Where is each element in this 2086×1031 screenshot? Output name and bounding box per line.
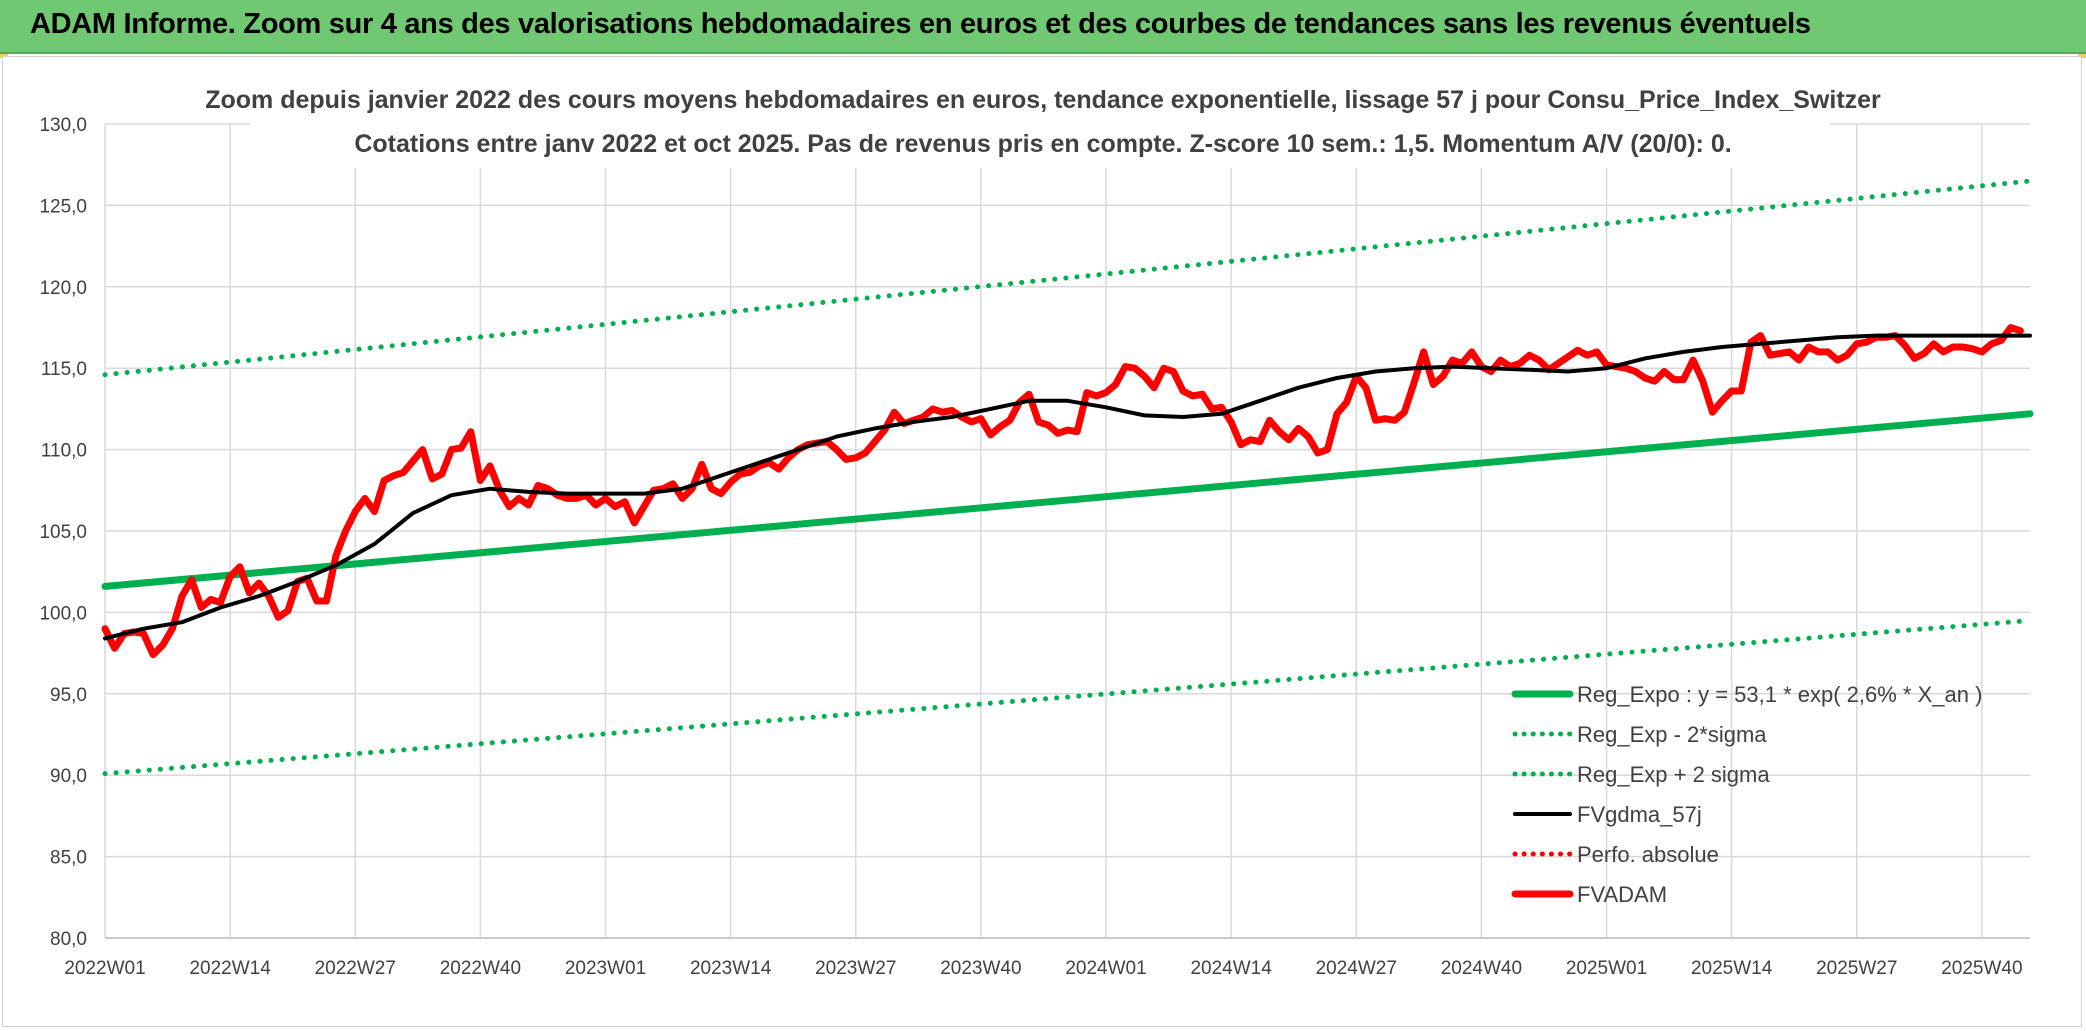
x-tick-label: 2024W27 [1316,958,1397,979]
legend-label-reg-expo: Reg_Expo : y = 53,1 * exp( 2,6% * X_an ) [1577,682,1982,707]
series-line-reg-expo [101,410,2034,590]
title-background [250,72,1830,168]
x-tick-label: 2022W14 [189,958,271,979]
chart-subtitle: Cotations entre janv 2022 et oct 2025. P… [354,130,1731,158]
series-line-reg-exp-plus-2sigma [102,178,2033,378]
x-tick-label: 2025W40 [1941,958,2022,979]
series-line-fvadam [101,324,2024,659]
chart-frame [2,56,2082,1027]
corner-accent-right [2078,54,2086,58]
x-tick-label: 2022W27 [315,958,396,979]
x-tick-label: 2023W40 [940,958,1021,979]
x-tick-label: 2025W14 [1691,958,1773,979]
y-tick-label: 130,0 [39,115,87,136]
grid-layer [104,123,2030,939]
legend-label-fvgdma-57j: FVgdma_57j [1577,802,1702,827]
x-tick-label: 2022W01 [64,958,145,979]
report-banner: ADAM Informe. Zoom sur 4 ans des valoris… [0,0,2086,54]
legend-label-reg-exp-minus-2sigma: Reg_Exp - 2*sigma [1577,722,1767,747]
y-tick-label: 95,0 [50,685,87,706]
y-axis-ticks: 130,0 125,0 120,0 115,0 110,0 105,0 100,0 95,0 9… [39,115,87,950]
x-tick-label: 2025W01 [1566,958,1647,979]
x-tick-label: 2023W27 [815,958,896,979]
y-tick-label: 80,0 [50,929,87,950]
series-line-fvgdma-57j [103,333,2032,641]
legend: Reg_Expo : y = 53,1 * exp( 2,6% * X_an )… [1511,682,1982,907]
x-tick-label: 2022W40 [440,958,521,979]
legend-label-perfo-absolue: Perfo. absolue [1577,842,1719,867]
x-tick-label: 2024W40 [1441,958,1522,979]
y-tick-label: 100,0 [39,603,87,624]
chart-title: Zoom depuis janvier 2022 des cours moyen… [205,86,1881,114]
series-line-reg-exp-minus-2sigma [102,618,2033,777]
y-tick-label: 90,0 [50,766,87,787]
x-tick-label: 2025W27 [1816,958,1897,979]
y-tick-label: 105,0 [39,522,87,543]
series-layer [101,178,2034,777]
y-tick-label: 125,0 [39,196,87,217]
y-tick-label: 110,0 [41,441,87,462]
x-tick-label: 2024W01 [1065,958,1146,979]
x-tick-label: 2023W14 [690,958,772,979]
legend-label-reg-exp-plus-2sigma: Reg_Exp + 2 sigma [1577,762,1770,787]
x-axis-ticks: 2022W01 2022W14 2022W27 2022W40 2023W01 2023W… [64,958,2022,979]
x-tick-label: 2023W01 [565,958,646,979]
legend-label-fvadam: FVADAM [1577,882,1667,907]
y-tick-label: 120,0 [39,278,87,299]
x-tick-label: 2024W14 [1190,958,1272,979]
y-tick-label: 115,0 [41,359,87,380]
banner-title: ADAM Informe. Zoom sur 4 ans des valoris… [30,8,1811,40]
y-tick-label: 85,0 [50,848,87,869]
